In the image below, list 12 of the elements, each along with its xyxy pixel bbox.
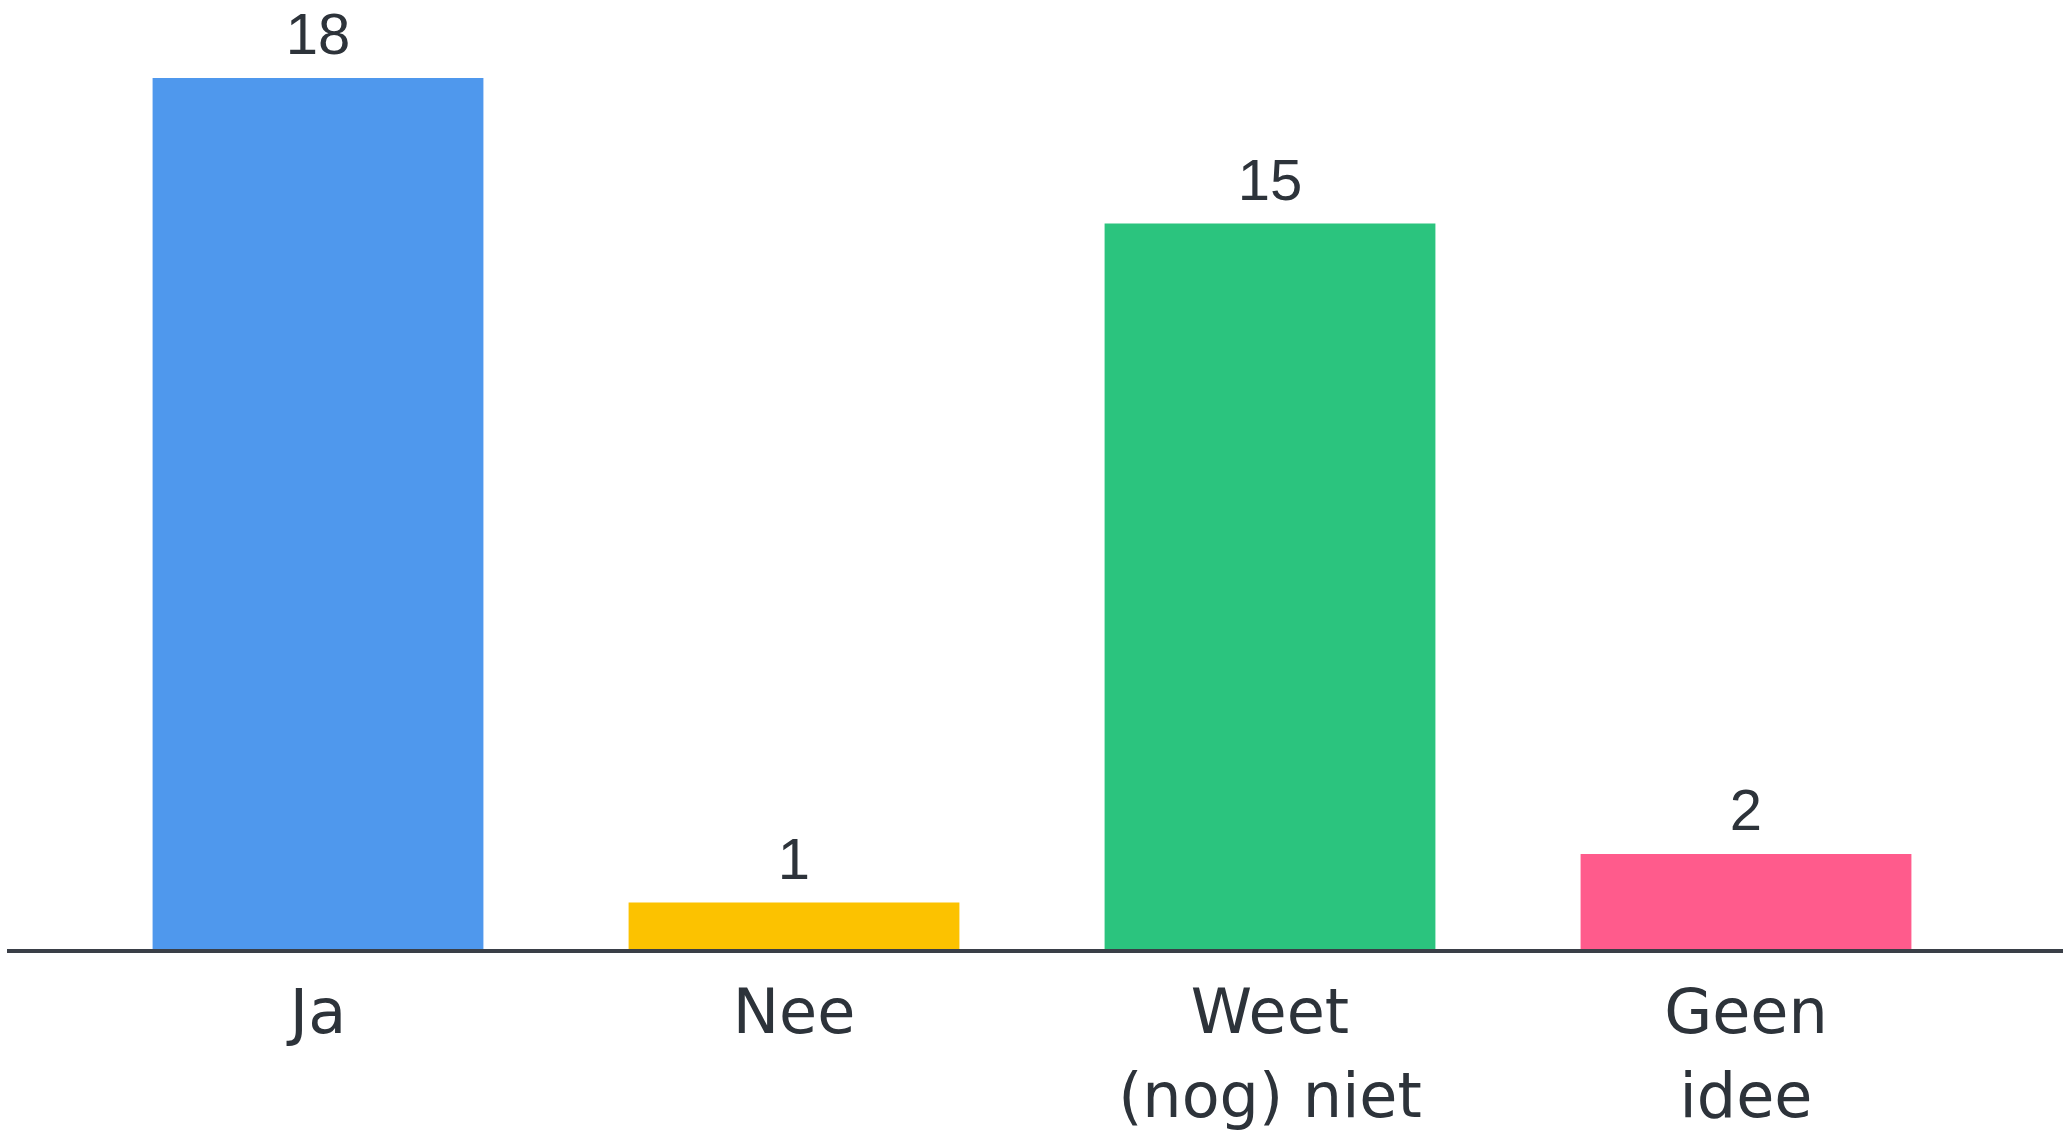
data-label: 1 xyxy=(777,825,811,891)
x-tick-label: Weet (nog) niet xyxy=(1118,975,1422,1132)
bar xyxy=(628,902,960,951)
data-label: 15 xyxy=(1237,146,1303,212)
x-tick-label: Ja xyxy=(285,975,347,1048)
data-label: 18 xyxy=(285,1,351,66)
bar xyxy=(1580,854,1912,951)
bar xyxy=(152,78,484,951)
bar xyxy=(1104,223,1436,951)
x-tick-label: Nee xyxy=(732,975,856,1048)
data-label: 2 xyxy=(1729,777,1763,842)
x-tick-label: Geen idee xyxy=(1664,975,1828,1132)
